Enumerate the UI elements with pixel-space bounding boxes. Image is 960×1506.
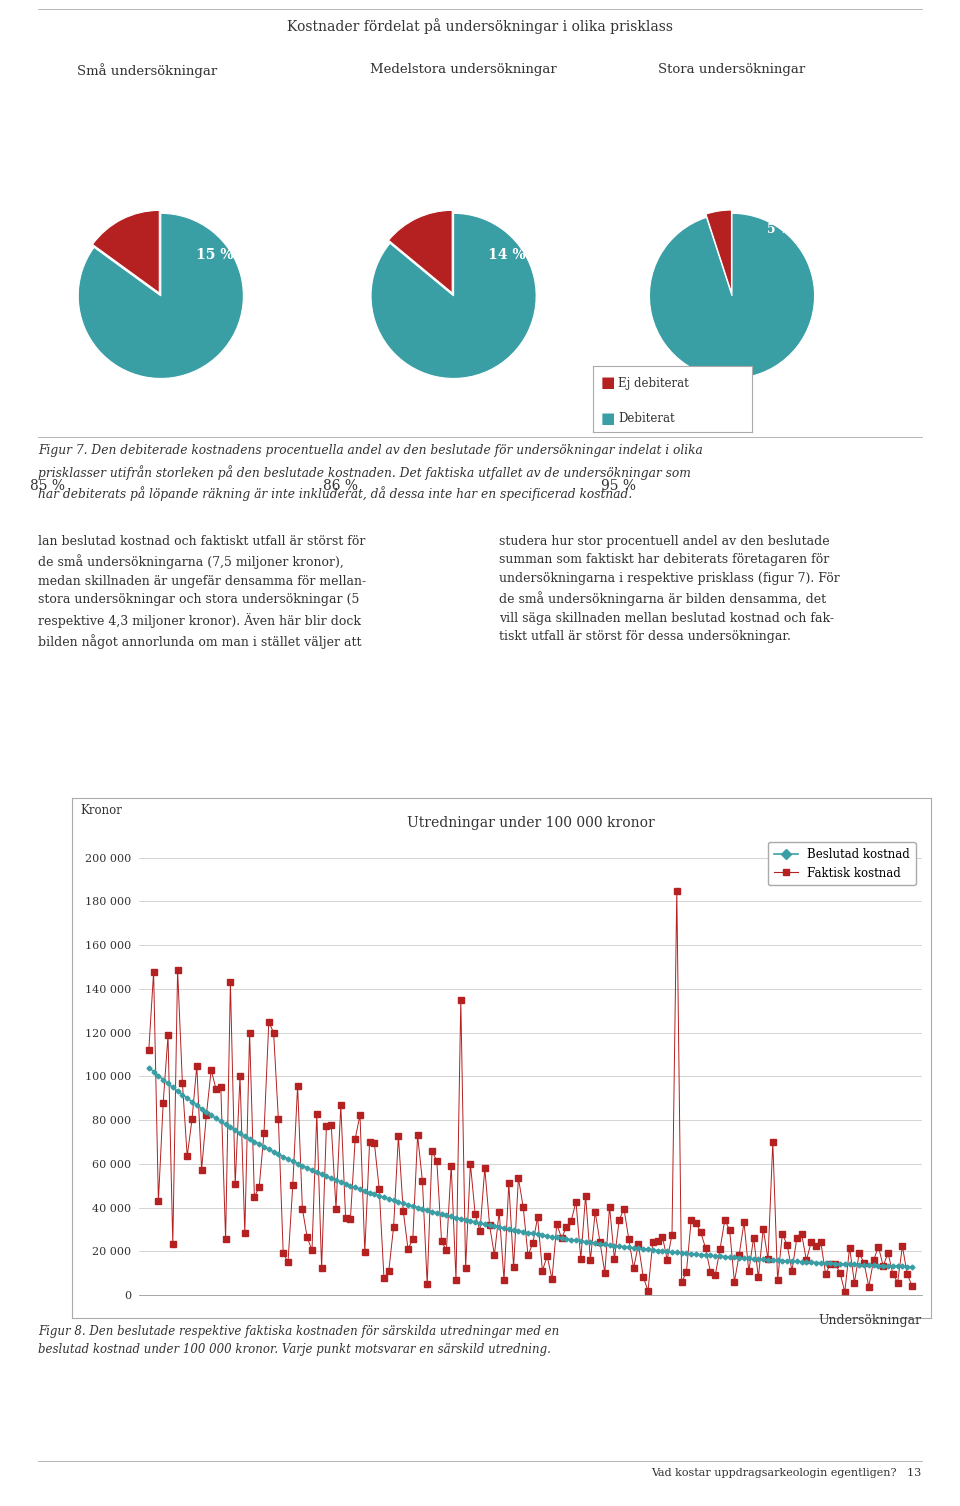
Text: 5 %: 5 % — [767, 223, 792, 236]
Text: Ej debiterat: Ej debiterat — [618, 376, 689, 390]
Text: Kronor: Kronor — [81, 804, 122, 818]
Legend: Beslutad kostnad, Faktisk kostnad: Beslutad kostnad, Faktisk kostnad — [768, 842, 916, 886]
Text: Stora undersökningar: Stora undersökningar — [658, 63, 804, 77]
Text: lan beslutad kostnad och faktiskt utfall är störst för
de små undersökningarna (: lan beslutad kostnad och faktiskt utfall… — [38, 535, 367, 649]
Text: ■: ■ — [601, 411, 615, 426]
Text: 86 %: 86 % — [323, 479, 357, 492]
Wedge shape — [372, 214, 536, 378]
Wedge shape — [92, 211, 159, 294]
Text: Figur 7. Den debiterade kostnadens procentuella andel av den beslutade för under: Figur 7. Den debiterade kostnadens proce… — [38, 444, 703, 458]
Text: ■: ■ — [601, 375, 615, 390]
Text: Små undersökningar: Små undersökningar — [77, 63, 217, 78]
Wedge shape — [650, 214, 814, 378]
Text: 85 %: 85 % — [30, 479, 64, 492]
Text: 95 %: 95 % — [601, 479, 636, 492]
Wedge shape — [706, 209, 732, 292]
Wedge shape — [389, 211, 452, 292]
Text: Medelstora undersökningar: Medelstora undersökningar — [370, 63, 557, 77]
Text: 15 %: 15 % — [196, 247, 233, 262]
Title: Utredningar under 100 000 kronor: Utredningar under 100 000 kronor — [406, 816, 655, 830]
Text: prisklasser utifrån storleken på den beslutade kostnaden. Det faktiska utfallet : prisklasser utifrån storleken på den bes… — [38, 465, 691, 480]
Text: studera hur stor procentuell andel av den beslutade
summan som faktiskt har debi: studera hur stor procentuell andel av de… — [499, 535, 840, 643]
Text: har debiterats på löpande räkning är inte inkluderat, då dessa inte har en speci: har debiterats på löpande räkning är int… — [38, 486, 633, 501]
Text: 14 %: 14 % — [489, 247, 526, 262]
Text: Debiterat: Debiterat — [618, 411, 675, 425]
Wedge shape — [78, 214, 243, 378]
Text: Undersökningar: Undersökningar — [819, 1313, 922, 1327]
Text: Vad kostar uppdragsarkeologin egentligen?   13: Vad kostar uppdragsarkeologin egentligen… — [651, 1468, 922, 1479]
Text: Figur 8. Den beslutade respektive faktiska kostnaden för särskilda utredningar m: Figur 8. Den beslutade respektive faktis… — [38, 1325, 560, 1357]
Text: Kostnader fördelat på undersökningar i olika prisklass: Kostnader fördelat på undersökningar i o… — [287, 18, 673, 35]
